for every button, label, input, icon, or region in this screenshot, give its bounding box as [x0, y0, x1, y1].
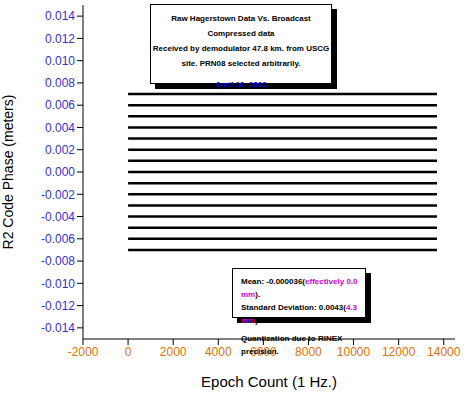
svg-text:0.006: 0.006 [45, 98, 75, 112]
svg-text:-0.002: -0.002 [41, 188, 75, 202]
svg-text:0: 0 [125, 345, 132, 359]
svg-text:2000: 2000 [160, 345, 187, 359]
svg-text:-0.014: -0.014 [41, 321, 75, 335]
svg-text:0.004: 0.004 [45, 121, 75, 135]
svg-text:4000: 4000 [205, 345, 232, 359]
svg-text:8000: 8000 [295, 345, 322, 359]
svg-text:-0.012: -0.012 [41, 299, 75, 313]
svg-text:-2000: -2000 [68, 345, 99, 359]
svg-text:0.002: 0.002 [45, 143, 75, 157]
svg-text:-0.004: -0.004 [41, 210, 75, 224]
svg-text:-0.010: -0.010 [41, 277, 75, 291]
svg-text:12000: 12000 [382, 345, 416, 359]
svg-text:R2 Code Phase (meters): R2 Code Phase (meters) [8, 95, 16, 250]
svg-text:0.014: 0.014 [45, 9, 75, 23]
svg-text:0.010: 0.010 [45, 54, 75, 68]
svg-text:0.000: 0.000 [45, 165, 75, 179]
svg-text:0.008: 0.008 [45, 76, 75, 90]
svg-text:Epoch Count (1 Hz.): Epoch Count (1 Hz.) [201, 373, 337, 390]
svg-text:10000: 10000 [337, 345, 371, 359]
svg-text:14000: 14000 [427, 345, 461, 359]
svg-text:-0.008: -0.008 [41, 254, 75, 268]
svg-text:-0.006: -0.006 [41, 232, 75, 246]
svg-text:0.012: 0.012 [45, 32, 75, 46]
